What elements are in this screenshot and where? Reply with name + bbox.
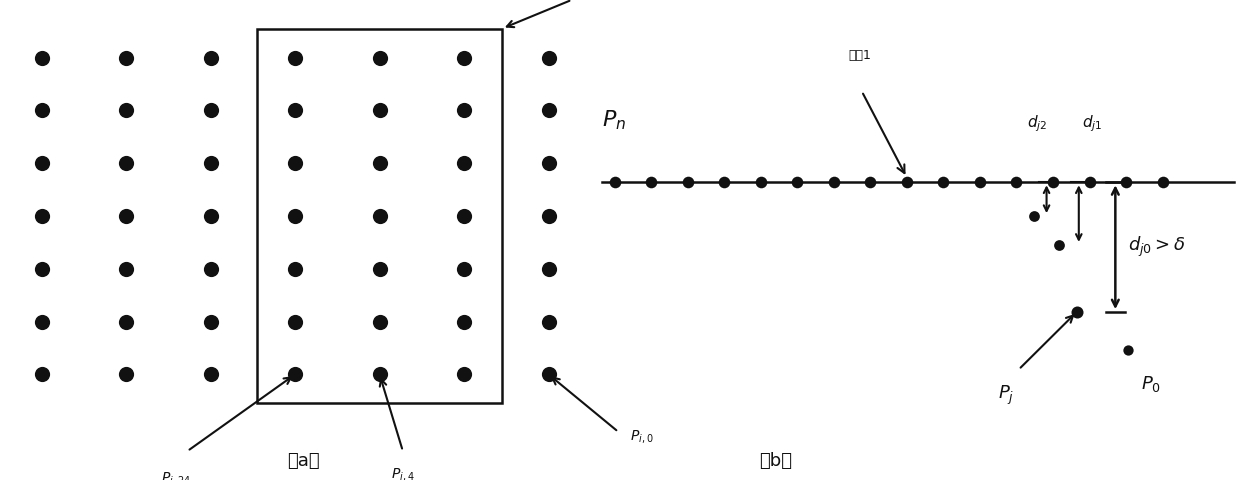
Point — [32, 371, 52, 378]
Point — [285, 265, 305, 273]
Point — [32, 318, 52, 325]
Point — [641, 179, 661, 186]
Point — [1024, 212, 1044, 220]
Point — [970, 179, 990, 186]
Point — [454, 265, 474, 273]
Point — [201, 54, 221, 61]
Text: （a）: （a） — [288, 452, 320, 470]
Point — [678, 179, 698, 186]
Point — [201, 159, 221, 167]
Point — [454, 107, 474, 114]
Point — [370, 318, 389, 325]
Point — [201, 371, 221, 378]
Point — [117, 107, 136, 114]
Point — [370, 159, 389, 167]
Point — [1007, 179, 1027, 186]
Point — [538, 318, 558, 325]
Point — [285, 54, 305, 61]
Point — [285, 159, 305, 167]
Point — [538, 265, 558, 273]
Point — [454, 54, 474, 61]
Text: $P_{i,4}$: $P_{i,4}$ — [391, 466, 414, 480]
Text: （b）: （b） — [759, 452, 792, 470]
Point — [1116, 179, 1136, 186]
Point — [454, 212, 474, 220]
Text: $d_{j1}$: $d_{j1}$ — [1083, 114, 1102, 134]
Point — [1080, 179, 1100, 186]
Text: $P_0$: $P_0$ — [1141, 374, 1161, 395]
Point — [117, 159, 136, 167]
Text: $P_n$: $P_n$ — [601, 108, 626, 132]
Point — [454, 371, 474, 378]
Point — [538, 371, 558, 378]
Point — [454, 159, 474, 167]
Point — [454, 318, 474, 325]
Text: $P_j$: $P_j$ — [997, 384, 1014, 407]
Point — [285, 212, 305, 220]
Bar — [257, 29, 502, 403]
Point — [32, 212, 52, 220]
Point — [285, 371, 305, 378]
Point — [897, 179, 916, 186]
Text: $P_{i,0}$: $P_{i,0}$ — [630, 428, 653, 445]
Point — [538, 159, 558, 167]
Point — [538, 107, 558, 114]
Point — [538, 54, 558, 61]
Point — [787, 179, 807, 186]
Point — [32, 265, 52, 273]
Point — [117, 371, 136, 378]
Point — [750, 179, 770, 186]
Point — [1066, 308, 1086, 316]
Point — [117, 318, 136, 325]
Text: $d_{j2}$: $d_{j2}$ — [1027, 114, 1047, 134]
Text: 平生1: 平生1 — [849, 49, 872, 62]
Point — [285, 107, 305, 114]
Point — [117, 265, 136, 273]
Point — [32, 107, 52, 114]
Point — [285, 318, 305, 325]
Point — [32, 159, 52, 167]
Point — [538, 212, 558, 220]
Point — [370, 265, 389, 273]
Point — [201, 107, 221, 114]
Point — [201, 212, 221, 220]
Point — [117, 212, 136, 220]
Point — [1153, 179, 1173, 186]
Point — [1118, 347, 1138, 354]
Point — [117, 54, 136, 61]
Point — [32, 54, 52, 61]
Point — [1049, 241, 1069, 249]
Text: $d_{j0}>\delta$: $d_{j0}>\delta$ — [1128, 235, 1185, 259]
Point — [370, 54, 389, 61]
Text: $P_{i,24}$: $P_{i,24}$ — [161, 470, 191, 480]
Point — [714, 179, 734, 186]
Point — [861, 179, 880, 186]
Point — [605, 179, 625, 186]
Point — [934, 179, 954, 186]
Point — [823, 179, 843, 186]
Point — [1043, 179, 1063, 186]
Point — [370, 212, 389, 220]
Point — [370, 107, 389, 114]
Point — [201, 265, 221, 273]
Point — [370, 371, 389, 378]
Point — [201, 318, 221, 325]
